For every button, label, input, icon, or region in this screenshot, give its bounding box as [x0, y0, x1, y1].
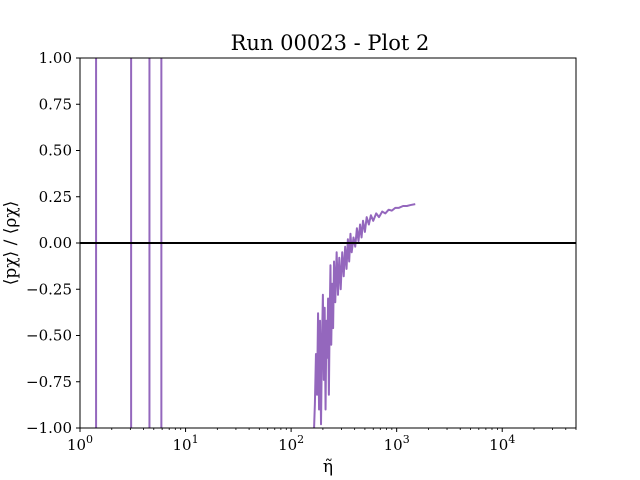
x-tick-label-0: 100: [67, 433, 93, 454]
y-tick-label-3: −0.25: [26, 280, 72, 298]
x-tick-label-3: 103: [384, 433, 410, 454]
y-tick-label-8: 1.00: [39, 49, 72, 67]
y-tick-label-1: −0.75: [26, 373, 72, 391]
y-tick-label-5: 0.25: [39, 188, 72, 206]
y-tick-label-7: 0.75: [39, 95, 72, 113]
x-tick-label-2: 102: [278, 433, 304, 454]
y-tick-label-4: 0.00: [39, 234, 72, 252]
axis-ticks: −1.00 −0.75 −0.50 −0.25 0.00 0.25 0.50 0.75 1.00…: [26, 49, 577, 454]
y-axis-label: ⟨pχ⟩ / ⟨ρχ⟩: [1, 201, 21, 286]
x-tick-label-4: 104: [489, 433, 515, 454]
x-tick-label-1: 101: [173, 433, 199, 454]
x-axis-label: η̃: [323, 457, 333, 477]
plot-data-layer: [80, 58, 576, 428]
y-tick-label-6: 0.50: [39, 142, 72, 160]
series-line-0: [313, 203, 416, 428]
chart-title: Run 00023 - Plot 2: [231, 31, 430, 55]
y-tick-label-2: −0.50: [26, 327, 72, 345]
y-tick-label-0: −1.00: [26, 419, 72, 437]
